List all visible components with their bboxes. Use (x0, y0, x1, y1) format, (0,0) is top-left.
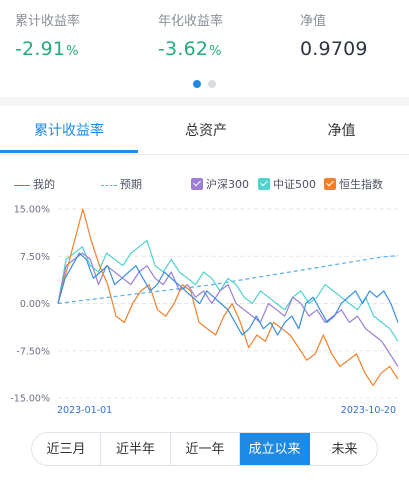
legend-csi500[interactable]: 中证500 (258, 176, 316, 194)
y-tick-label: 15.00% (14, 205, 50, 216)
stat-annualized-return: 年化收益率 -3.62% (158, 14, 223, 63)
legend-mine: 我的 (14, 176, 55, 194)
stat-net-value: 净值 0.9709 (300, 14, 368, 60)
active-tab-indicator (0, 150, 138, 153)
legend-hs300[interactable]: 沪深300 (191, 176, 249, 194)
y-tick-label: -7.50% (16, 346, 50, 357)
dashed-line-icon (101, 184, 117, 186)
legend-hang-seng[interactable]: 恒生指数 (324, 176, 383, 194)
checkbox-checked-icon[interactable] (324, 178, 336, 190)
stat-number: -3.62 (158, 38, 209, 60)
chart-legend: 我的 预期 沪深300 中证500 恒生指数 (0, 176, 409, 194)
series-line-2 (57, 252, 399, 367)
checkbox-checked-icon[interactable] (258, 178, 270, 190)
range-6-months[interactable]: 近半年 (101, 433, 171, 465)
chart-grid (58, 208, 398, 399)
series-line-0 (57, 252, 399, 336)
y-tick-label: 7.50% (20, 252, 50, 263)
series-line-1 (57, 255, 399, 305)
stat-label: 净值 (300, 14, 327, 29)
pager-dot-active[interactable] (193, 80, 201, 88)
stat-cumulative-return: 累计收益率 -2.91% (15, 14, 80, 63)
legend-label[interactable]: 沪深300 (206, 178, 249, 191)
section-divider (0, 97, 409, 106)
legend-label[interactable]: 恒生指数 (339, 178, 383, 191)
stat-number: 0.9709 (300, 38, 368, 60)
pager-dot[interactable] (208, 80, 216, 88)
chart-tabs: 累计收益率 总资产 净值 (0, 106, 409, 155)
stat-number: -2.91 (15, 38, 66, 60)
legend-label: 我的 (33, 178, 55, 191)
legend-label: 预期 (120, 178, 142, 191)
stat-label: 年化收益率 (158, 14, 224, 29)
stat-value: 0.9709 (300, 38, 368, 60)
range-1-year[interactable]: 近一年 (171, 433, 240, 465)
time-range-selector: 近三月 近半年 近一年 成立以来 未来 (31, 432, 378, 466)
range-future[interactable]: 未来 (331, 442, 358, 457)
y-axis-ticks: 15.00% 7.50% 0.00% -7.50% -15.00% (10, 205, 50, 405)
summary-stats: 累计收益率 -2.91% 年化收益率 -3.62% 净值 0.9709 (0, 0, 409, 97)
series-line-3 (57, 239, 399, 342)
legend-expected: 预期 (101, 176, 142, 194)
tab-net-value[interactable]: 净值 (327, 123, 356, 139)
x-label-end: 2023-10-20 (341, 405, 396, 416)
stat-unit: % (209, 44, 222, 59)
y-tick-label: -15.00% (10, 394, 50, 405)
stat-value: -2.91% (15, 38, 80, 63)
stat-unit: % (66, 44, 79, 59)
solid-line-icon (14, 184, 30, 186)
y-tick-label: 0.00% (20, 299, 50, 310)
chart-series (57, 208, 399, 386)
tab-cumulative-return[interactable]: 累计收益率 (34, 123, 104, 139)
checkbox-checked-icon[interactable] (191, 178, 203, 190)
stat-label: 累计收益率 (15, 14, 81, 29)
tab-total-assets[interactable]: 总资产 (185, 123, 227, 139)
legend-label[interactable]: 中证500 (273, 178, 316, 191)
range-3-months[interactable]: 近三月 (32, 433, 101, 465)
stat-value: -3.62% (158, 38, 223, 63)
return-chart[interactable]: 15.00% 7.50% 0.00% -7.50% -15.00% 2023-01-01… (0, 200, 409, 422)
range-since-inception[interactable]: 成立以来 (240, 433, 310, 465)
x-label-start: 2023-01-01 (57, 405, 112, 416)
